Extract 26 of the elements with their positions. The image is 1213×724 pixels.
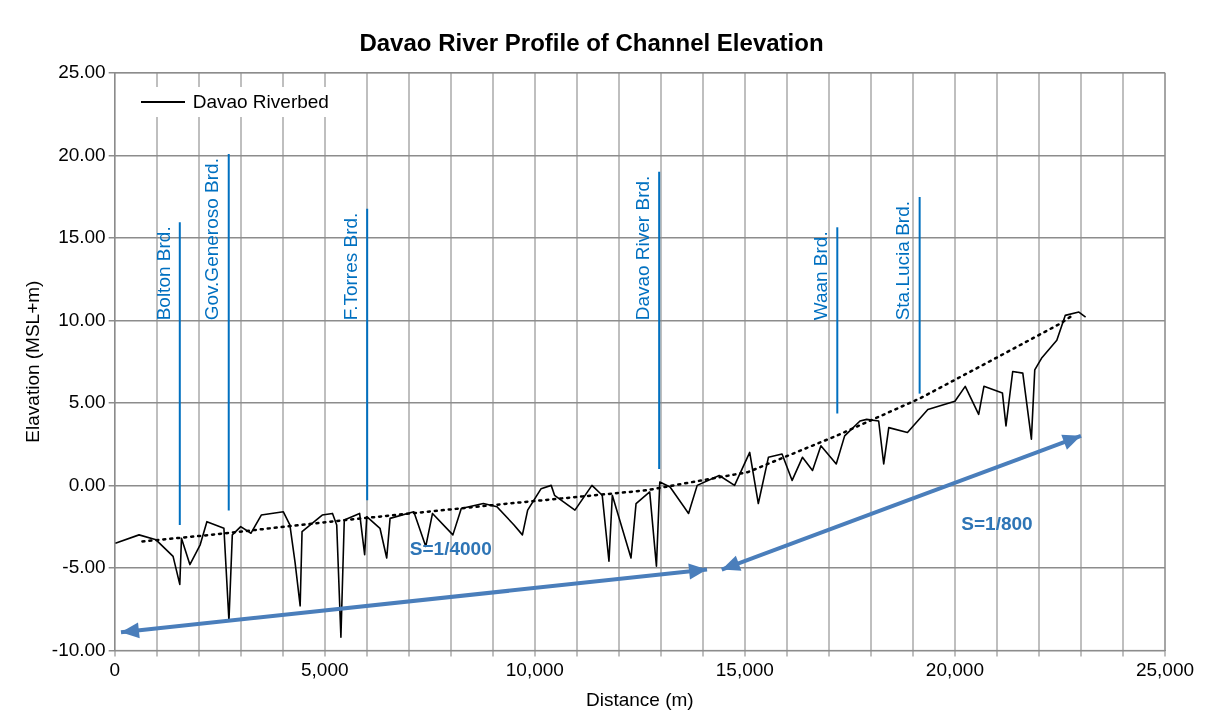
y-tick-label: 25.00 — [58, 61, 106, 83]
ref-line-label: Bolton Brd. — [152, 226, 174, 321]
chart-title: Davao River Profile of Channel Elevation — [359, 29, 824, 57]
y-tick-label: 20.00 — [58, 143, 106, 165]
x-tick-label: 0 — [109, 659, 120, 681]
legend-label: Davao Riverbed — [192, 90, 329, 113]
annotation: S=1/4000 — [409, 537, 492, 559]
x-tick-label: 20,000 — [925, 659, 984, 681]
x-tick-label: 5,000 — [300, 659, 349, 681]
ref-line-label: Waan Brd. — [810, 231, 832, 321]
annotation: S=1/800 — [961, 513, 1033, 535]
ref-line-label: Davao River Brd. — [631, 175, 653, 321]
y-tick-label: 0.00 — [68, 473, 106, 495]
y-tick-label: -5.00 — [62, 556, 106, 578]
ref-line-label: Gov.Generoso Brd. — [201, 158, 223, 321]
ref-line-label: F.Torres Brd. — [339, 212, 361, 321]
y-tick-label: 10.00 — [58, 308, 106, 330]
x-tick-label: 15,000 — [715, 659, 774, 681]
y-tick-label: -10.00 — [51, 638, 106, 660]
ref-line-label: Sta.Lucia Brd. — [892, 201, 914, 321]
x-tick-label: 10,000 — [505, 659, 564, 681]
x-axis-title: Distance (m) — [585, 688, 694, 710]
x-tick-label: 25,000 — [1135, 659, 1195, 681]
y-tick-label: 5.00 — [68, 391, 106, 413]
y-tick-label: 15.00 — [58, 226, 106, 248]
y-axis-title: Elavation (MSL+m) — [21, 280, 43, 443]
